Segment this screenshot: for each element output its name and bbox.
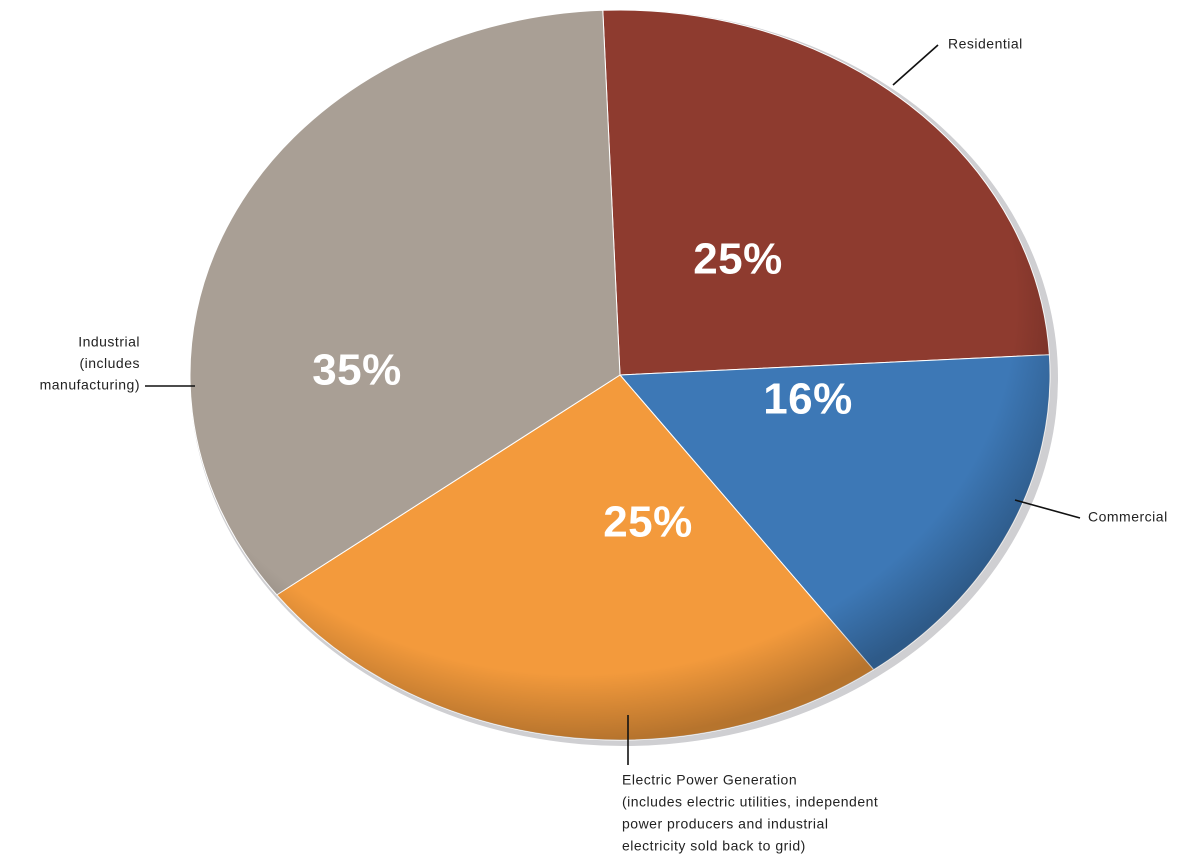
category-description: (includes electric utilities, independen… [622, 794, 878, 810]
leader-line [1014, 499, 1081, 519]
category-label: Residential [948, 36, 1023, 52]
labels: 25% Residential 16% Commercial 25% Electric P… [40, 36, 1168, 854]
category-label: Industrial [78, 334, 140, 350]
value-label: 25% [603, 498, 693, 547]
category-description: electricity sold back to grid) [622, 838, 806, 854]
category-label: Electric Power Generation [622, 772, 797, 788]
leader-line [892, 44, 939, 86]
value-label: 16% [763, 375, 853, 424]
category-description: power producers and industrial [622, 816, 828, 832]
category-label: Commercial [1088, 509, 1168, 525]
value-label: 25% [693, 235, 783, 284]
category-description: manufacturing) [40, 377, 140, 393]
pie-slice [602, 9, 1050, 376]
value-label: 35% [312, 346, 402, 395]
category-description: (includes [79, 355, 140, 371]
